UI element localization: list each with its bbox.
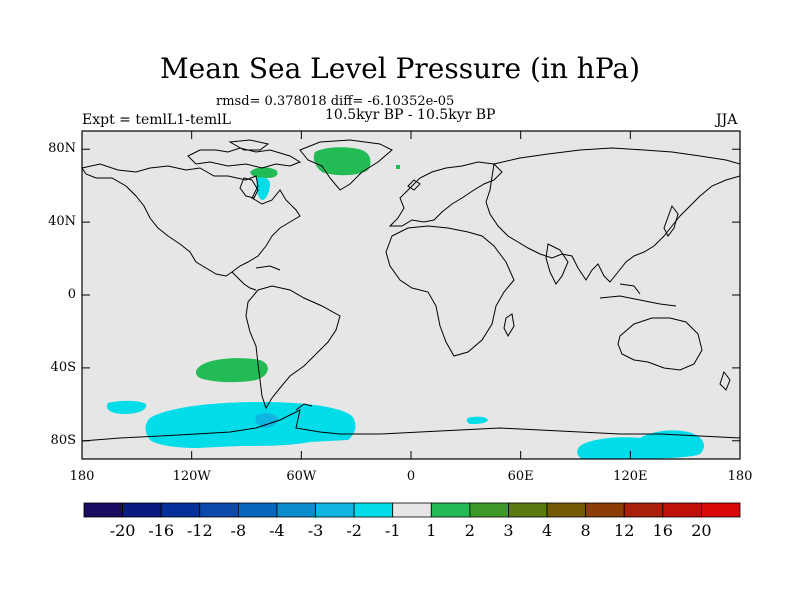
pacific-low-patch (106, 400, 147, 414)
plot-title: Mean Sea Level Pressure (in hPa) (159, 52, 641, 85)
lon-tick-label: 180 (727, 469, 753, 484)
colorbar-box (315, 502, 355, 518)
south-pacific-high (195, 358, 268, 383)
colorbar-box (353, 502, 394, 518)
lat-tick-label: 40N (48, 214, 76, 230)
colorbar-label: 4 (541, 521, 553, 540)
lat-tick-label: 80S (50, 432, 76, 448)
colorbar-box (469, 502, 509, 518)
lon-tick-label: 60W (286, 469, 317, 484)
colorbar-box (508, 502, 548, 518)
canada-high (250, 167, 278, 178)
lon-ticks (81, 131, 741, 459)
colorbar-label: -4 (269, 521, 285, 540)
colorbar-box (623, 502, 664, 518)
colorbar-box (160, 502, 201, 518)
hudson-bay-low (256, 177, 270, 200)
colorbar-label: 3 (503, 521, 514, 540)
colorbar-box (430, 502, 471, 518)
map-background (82, 131, 740, 459)
lon-tick-label: 120W (172, 469, 211, 484)
colorbar-label: -2 (346, 521, 362, 540)
colorbar-label: -12 (186, 521, 213, 540)
anomaly-fields (106, 147, 704, 459)
colorbar-box (237, 502, 278, 518)
lat-ticks (82, 148, 740, 442)
stats-line: rmsd= 0.378018 diff= -6.10352e-05 (216, 94, 455, 109)
colorbar-label: 2 (464, 521, 475, 540)
lat-tick-label: 0 (67, 287, 76, 302)
antarctic-low-core (255, 413, 278, 428)
east-antarctic-low (577, 430, 704, 459)
colorbar-label: -1 (384, 521, 401, 540)
colorbar-box (199, 502, 239, 518)
lon-tick-label: 0 (406, 469, 416, 484)
atlantic-low-patch (466, 416, 488, 424)
colorbar-box (122, 502, 162, 518)
colorbar-label: -20 (109, 521, 136, 540)
colorbar-box (392, 502, 432, 518)
lon-tick-label: 180 (69, 469, 95, 484)
season-label: JJA (716, 112, 738, 128)
colorbar-label: 20 (691, 521, 712, 540)
greenland-high-small (396, 165, 400, 169)
period-label: 10.5kyr BP - 10.5kyr BP (325, 107, 496, 123)
colorbar-box (83, 502, 123, 518)
colorbar-label: 16 (652, 521, 673, 540)
colorbar-label: -8 (230, 521, 247, 540)
colorbar-label: 12 (614, 521, 635, 540)
colorbar-box (276, 502, 316, 518)
lon-tick-label: 120E (613, 469, 648, 484)
colorbar-label: -16 (148, 521, 175, 540)
lat-tick-label: 40S (50, 359, 76, 375)
antarctic-low (145, 402, 356, 448)
colorbar-box (546, 502, 587, 518)
colorbar-label: -3 (307, 521, 324, 540)
greenland-high (313, 147, 371, 176)
colorbar-label: 1 (426, 521, 437, 540)
experiment-label: Expt = temlL1-temlL (82, 112, 231, 128)
lat-tick-label: 80N (48, 141, 76, 157)
colorbar-box (585, 502, 625, 518)
colorbar-box (662, 502, 702, 518)
lon-tick-label: 60E (507, 469, 534, 484)
coastlines (81, 139, 741, 442)
colorbar-label: 8 (580, 521, 591, 540)
colorbar-box (701, 502, 741, 518)
colorbar (83, 502, 741, 518)
